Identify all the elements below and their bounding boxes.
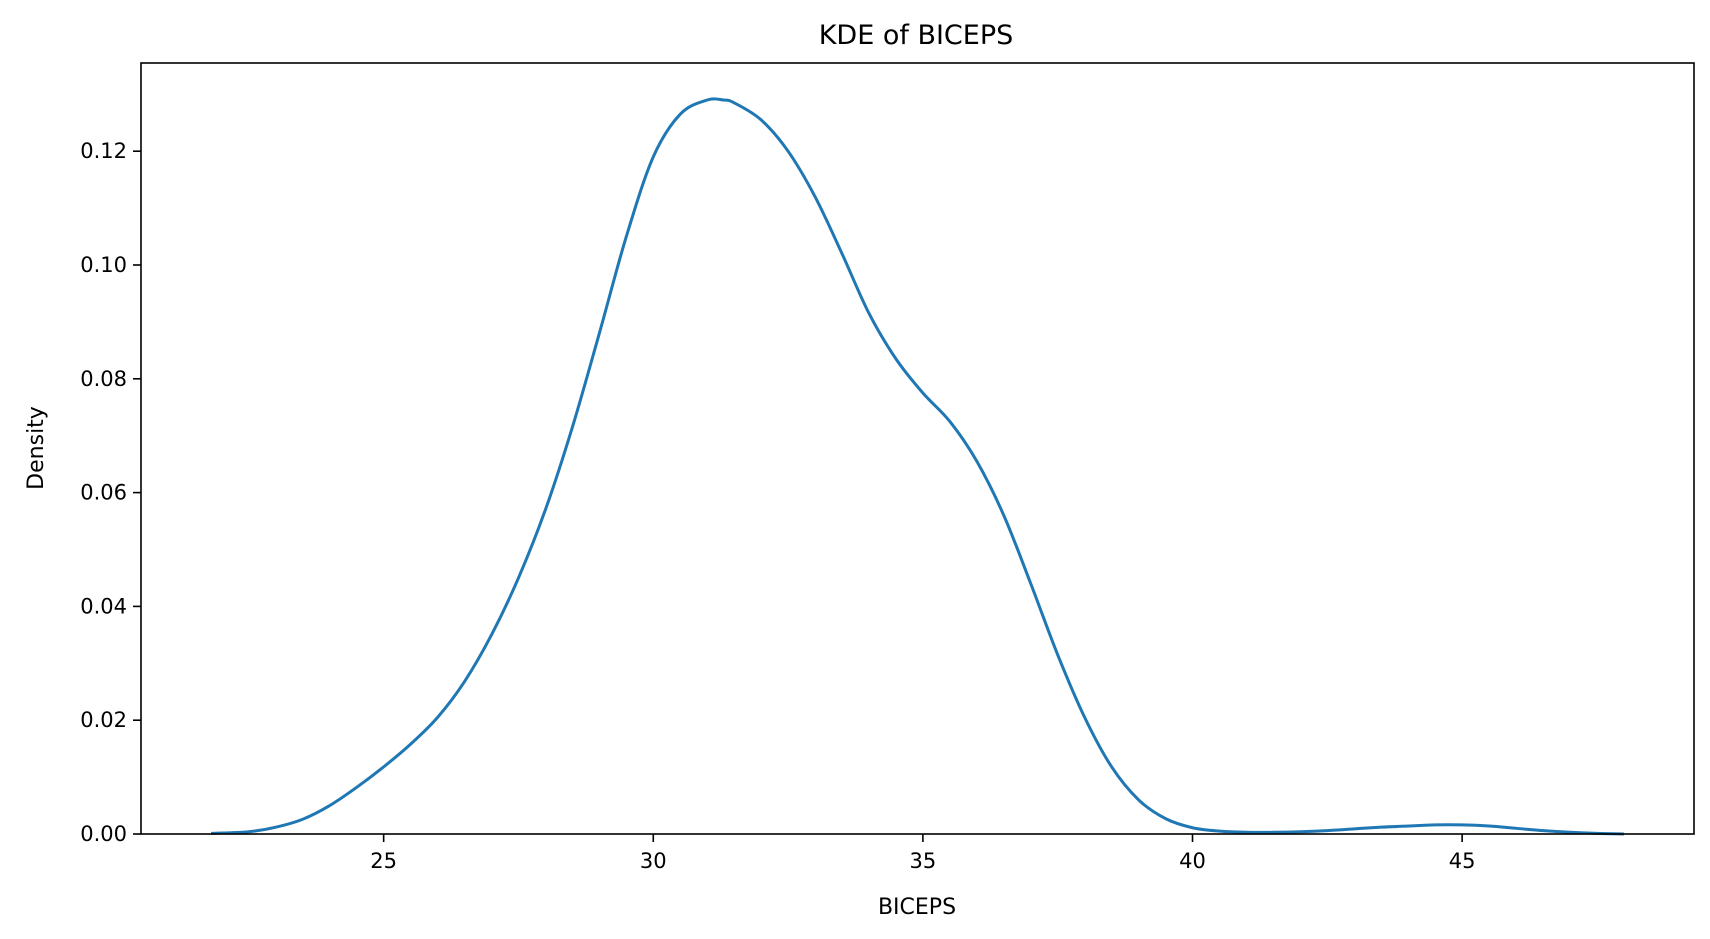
x-axis-label: BICEPS [878,895,956,920]
x-tick-label: 40 [1179,849,1206,873]
y-tick-label: 0.02 [80,708,127,732]
y-axis-ticks: 0.00 0.02 0.04 0.06 0.08 0.10 0.12 [80,139,141,846]
y-axis-label: Density [24,406,49,490]
y-tick-label: 0.00 [80,822,127,846]
y-tick-label: 0.08 [80,367,127,391]
plot-area [140,62,1695,836]
chart-title: KDE of BICEPS [819,20,1014,51]
axes-frame [140,62,1695,835]
x-tick-label: 30 [640,849,667,873]
y-tick-label: 0.06 [80,481,127,505]
kde-curve [211,97,1624,836]
x-tick-label: 35 [910,849,937,873]
y-tick-label: 0.12 [80,139,127,163]
x-axis-ticks: 25 30 35 40 45 [370,834,1475,873]
y-tick-label: 0.10 [80,253,127,277]
x-tick-label: 45 [1449,849,1476,873]
y-tick-label: 0.04 [80,594,127,618]
curve-layer [211,97,1624,836]
x-tick-label: 25 [370,849,397,873]
